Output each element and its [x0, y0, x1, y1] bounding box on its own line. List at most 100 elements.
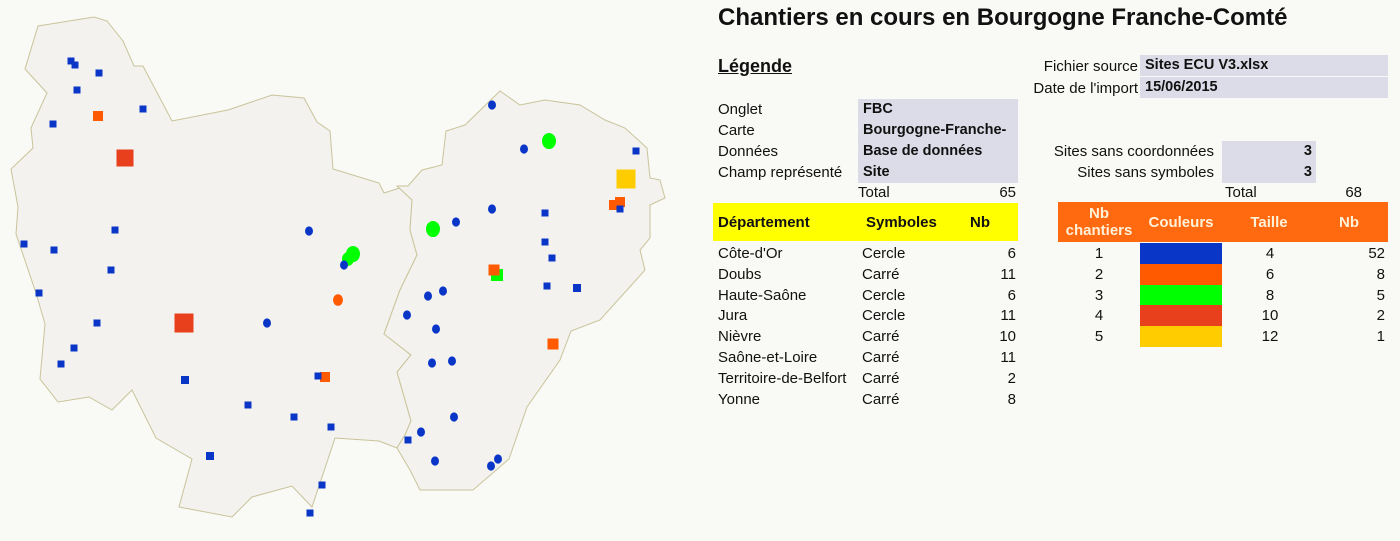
- site-square-marker: [290, 413, 298, 421]
- site-square-marker: [107, 266, 115, 274]
- param-value[interactable]: Site: [858, 162, 1018, 183]
- site-square-marker: [71, 61, 79, 69]
- site-circle-marker: [448, 356, 456, 366]
- site-square-marker: [616, 169, 636, 189]
- site-square-marker: [181, 376, 189, 384]
- left-total-value: 65: [999, 184, 1016, 201]
- legend-heading: Légende: [718, 56, 793, 76]
- size-table-header: Nb chantiers Couleurs Taille Nb: [1058, 202, 1388, 242]
- dept-name: Jura: [718, 307, 748, 325]
- taille: 8: [1265, 286, 1275, 304]
- header-nb-chantiers: Nb chantiers: [1065, 205, 1133, 239]
- nb-chantiers: 2: [1094, 265, 1104, 283]
- site-square-marker: [50, 246, 58, 254]
- site-circle-marker: [431, 456, 439, 466]
- dept-nb: 2: [1007, 369, 1016, 387]
- dept-symbol: Carré: [862, 349, 900, 366]
- header-taille: Taille: [1250, 214, 1288, 231]
- site-square-marker: [306, 509, 314, 517]
- site-square-marker: [111, 226, 119, 234]
- right-total-label: Total: [1225, 184, 1257, 201]
- color-swatch: [1140, 284, 1222, 306]
- site-circle-marker: [542, 132, 556, 150]
- dept-nb: 6: [1007, 286, 1016, 304]
- site-square-marker: [95, 69, 103, 77]
- site-square-marker: [93, 111, 103, 121]
- site-square-marker: [67, 57, 75, 65]
- dept-symbol: Cercle: [862, 286, 906, 304]
- dept-name: Yonne: [718, 390, 760, 408]
- site-square-marker: [57, 360, 65, 368]
- site-circle-marker: [452, 217, 460, 227]
- param-value[interactable]: Bourgogne-Franche-: [858, 120, 1018, 141]
- color-swatch: [1140, 243, 1222, 264]
- missing-symbols-label: Sites sans symboles: [1077, 164, 1214, 181]
- site-circle-marker: [439, 286, 447, 296]
- site-square-marker: [615, 197, 625, 207]
- missing-symbols-value[interactable]: 3: [1222, 162, 1316, 183]
- bourgogne-region: [10, 16, 418, 518]
- taille: 12: [1261, 328, 1279, 346]
- site-square-marker: [139, 105, 147, 113]
- site-square-marker: [543, 282, 551, 290]
- page-title: Chantiers en cours en Bourgogne Franche-…: [718, 4, 1288, 31]
- dept-name: Doubs: [718, 265, 762, 283]
- dept-name: Territoire-de-Belfort: [718, 369, 847, 387]
- site-square-marker: [320, 372, 330, 382]
- size-nb: 52: [1368, 245, 1385, 262]
- param-value[interactable]: FBC: [858, 99, 1018, 120]
- left-total-label: Total: [858, 184, 890, 201]
- site-square-marker: [547, 338, 559, 350]
- site-circle-marker: [428, 358, 436, 368]
- site-square-marker: [93, 319, 101, 327]
- dept-nb: 6: [1007, 245, 1016, 262]
- site-square-marker: [318, 481, 326, 489]
- color-swatch: [1140, 263, 1222, 285]
- size-nb: 2: [1376, 307, 1385, 325]
- param-label: Onglet: [718, 101, 763, 118]
- header-nb: Nb: [970, 214, 990, 231]
- dept-symbol: Cercle: [862, 245, 906, 262]
- site-square-marker: [116, 149, 134, 167]
- dept-symbol: Carré: [862, 265, 900, 283]
- header-size-nb: Nb: [1339, 214, 1359, 231]
- site-square-marker: [314, 372, 322, 380]
- param-value[interactable]: Base de données: [858, 141, 1018, 162]
- dept-symbol: Carré: [862, 369, 900, 387]
- color-swatch: [1140, 326, 1222, 348]
- size-nb: 5: [1376, 286, 1385, 304]
- site-square-marker: [488, 264, 500, 276]
- site-circle-marker: [424, 291, 432, 301]
- taille: 6: [1265, 265, 1275, 283]
- site-square-marker: [573, 284, 581, 292]
- missing-coords-value[interactable]: 3: [1222, 141, 1316, 162]
- site-square-marker: [404, 436, 412, 444]
- import-date-value[interactable]: 15/06/2015: [1140, 77, 1388, 98]
- dept-nb: 8: [1007, 390, 1016, 408]
- nb-chantiers: 4: [1094, 307, 1104, 325]
- taille: 10: [1261, 307, 1279, 325]
- site-circle-marker: [487, 461, 495, 471]
- site-square-marker: [73, 86, 81, 94]
- site-circle-marker: [305, 226, 313, 236]
- site-square-marker: [541, 209, 549, 217]
- site-circle-marker: [333, 294, 343, 306]
- dept-table-header: Département Symboles Nb: [713, 203, 1018, 241]
- site-square-marker: [174, 313, 194, 333]
- site-circle-marker: [432, 324, 440, 334]
- source-file-value[interactable]: Sites ECU V3.xlsx: [1140, 55, 1388, 76]
- site-square-marker: [49, 120, 57, 128]
- param-label: Carte: [718, 122, 755, 139]
- site-circle-marker: [488, 204, 496, 214]
- site-square-marker: [616, 205, 624, 213]
- site-square-marker: [244, 401, 252, 409]
- site-circle-marker: [263, 318, 271, 328]
- taille: 4: [1265, 245, 1275, 262]
- dept-name: Nièvre: [718, 328, 762, 346]
- dept-name: Haute-Saône: [718, 286, 807, 304]
- header-departement: Département: [718, 214, 810, 231]
- site-square-marker: [541, 238, 549, 246]
- param-label: Champ représenté: [718, 164, 843, 181]
- site-square-marker: [609, 200, 619, 210]
- site-circle-marker: [488, 100, 496, 110]
